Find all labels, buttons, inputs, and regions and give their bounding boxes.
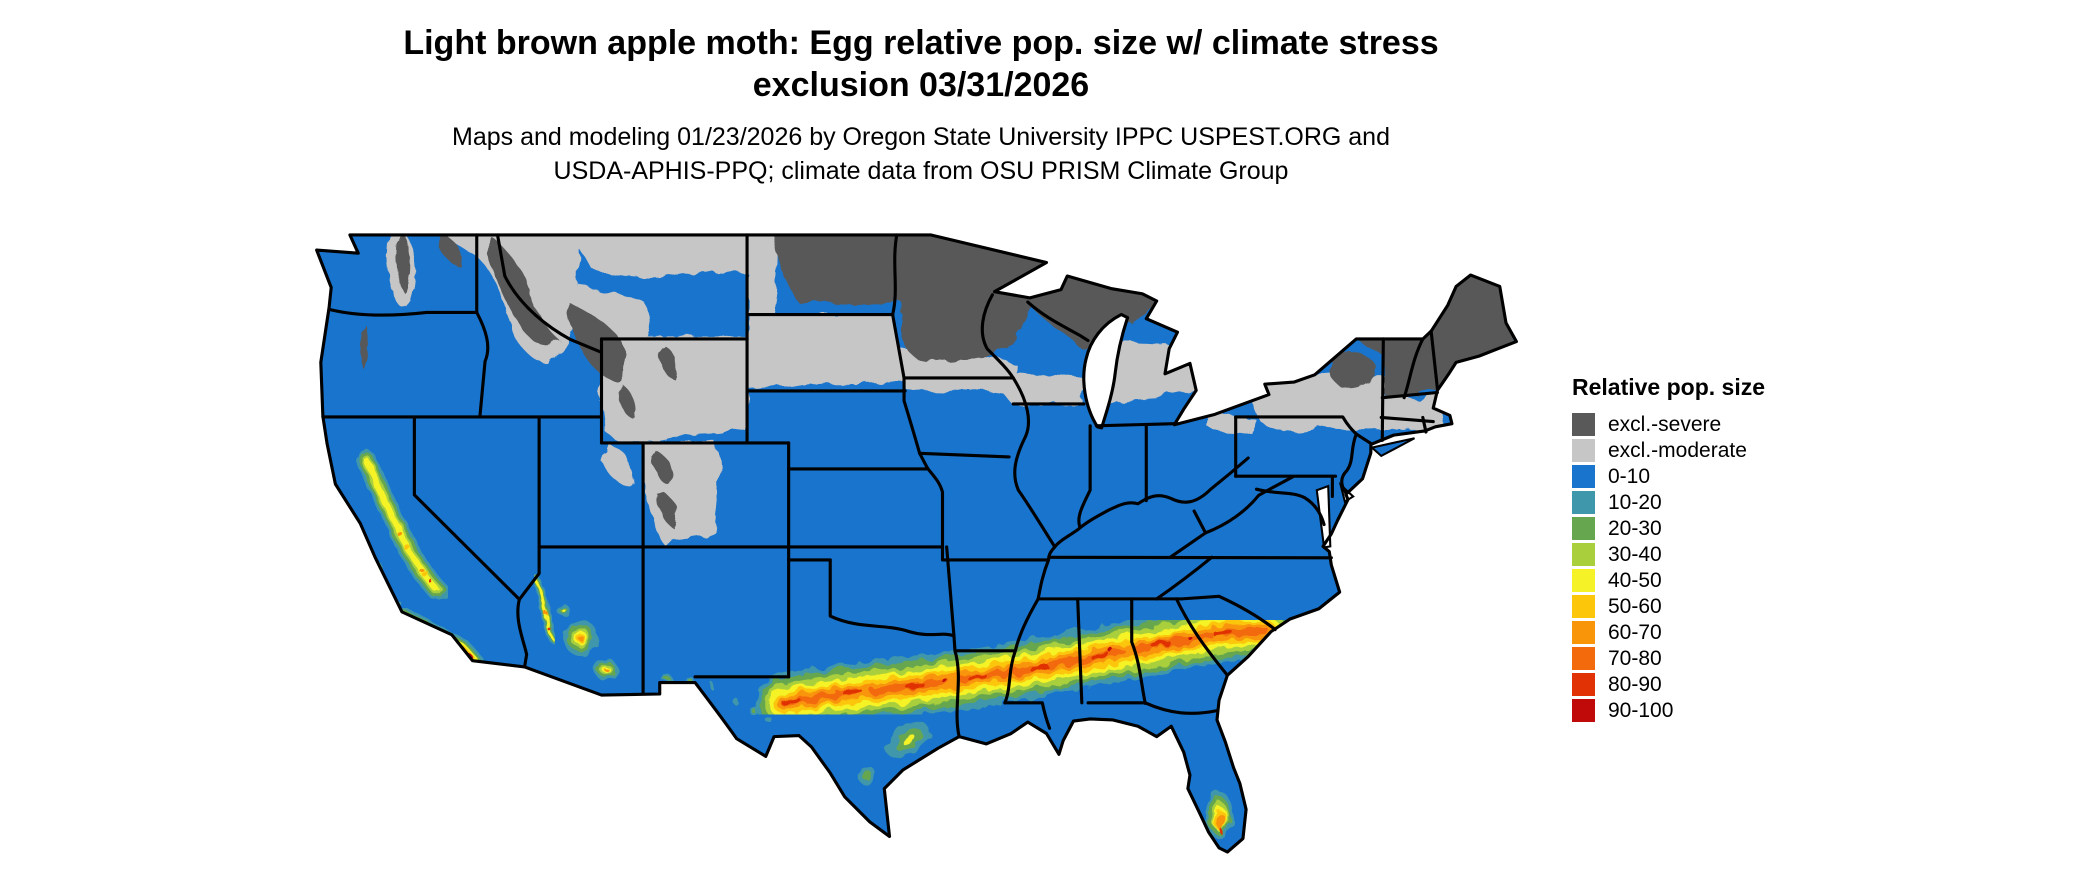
legend-swatch xyxy=(1572,465,1595,488)
legend-item-label: 90-100 xyxy=(1608,699,1674,722)
legend-title: Relative pop. size xyxy=(1572,374,1766,400)
map-title: Light brown apple moth: Egg relative pop… xyxy=(0,22,1842,106)
legend-swatch xyxy=(1572,543,1595,566)
legend-swatch xyxy=(1572,621,1595,644)
legend-item-label: 20-30 xyxy=(1608,517,1662,540)
legend-item: 0-10 xyxy=(1572,465,1765,488)
legend-item-label: 30-40 xyxy=(1608,543,1662,566)
map-title-line1: Light brown apple moth: Egg relative pop… xyxy=(403,24,1439,62)
title-block: Light brown apple moth: Egg relative pop… xyxy=(0,22,1842,188)
map-subtitle: Maps and modeling 01/23/2026 by Oregon S… xyxy=(0,120,1842,188)
legend-swatch xyxy=(1572,413,1595,436)
legend-item-label: 80-90 xyxy=(1608,673,1662,696)
map-subtitle-line1: Maps and modeling 01/23/2026 by Oregon S… xyxy=(452,123,1390,151)
south-texas-patch xyxy=(886,721,931,758)
legend-swatch xyxy=(1572,439,1595,462)
legend-item-label: 0-10 xyxy=(1608,465,1651,488)
map-subtitle-line2: USDA-APHIS-PPQ; climate data from OSU PR… xyxy=(553,157,1289,185)
us-map xyxy=(300,222,1532,872)
legend-swatch xyxy=(1572,647,1595,670)
legend-item-label: 40-50 xyxy=(1608,569,1662,592)
legend-item: 40-50 xyxy=(1572,569,1765,592)
map-title-line2: exclusion 03/31/2026 xyxy=(752,66,1090,104)
legend-item: 60-70 xyxy=(1572,621,1765,644)
legend-item-label: excl.-moderate xyxy=(1608,439,1747,462)
legend-item: 20-30 xyxy=(1572,517,1765,540)
legend-swatch xyxy=(1572,491,1595,514)
legend-item: 70-80 xyxy=(1572,647,1765,670)
legend-item: 80-90 xyxy=(1572,673,1765,696)
legend-swatch xyxy=(1572,569,1595,592)
legend-item-label: 60-70 xyxy=(1608,621,1662,644)
legend-item: 90-100 xyxy=(1572,699,1765,722)
legend-swatch xyxy=(1572,699,1595,722)
legend-item-label: 50-60 xyxy=(1608,595,1662,618)
colorado-river-hotspots xyxy=(543,610,554,634)
legend-swatch xyxy=(1572,595,1595,618)
state-borders xyxy=(321,233,1439,739)
legend-item-label: 10-20 xyxy=(1608,491,1662,514)
arizona-hotspots xyxy=(555,602,618,681)
south-texas-specks xyxy=(857,765,876,785)
legend-item: 10-20 xyxy=(1572,491,1765,514)
legend-item-label: 70-80 xyxy=(1608,647,1662,670)
florida-tip-hotspot xyxy=(1204,791,1234,838)
long-island xyxy=(1369,437,1415,458)
legend-swatch xyxy=(1572,673,1595,696)
legend: Relative pop. size excl.-severe excl.-mo… xyxy=(1572,374,1765,725)
legend-item-label: excl.-severe xyxy=(1608,413,1722,436)
legend-item: 30-40 xyxy=(1572,543,1765,566)
band-hotspots-90-100 xyxy=(942,635,1193,683)
legend-item: excl.-severe xyxy=(1572,413,1765,436)
legend-item: 50-60 xyxy=(1572,595,1765,618)
legend-item: excl.-moderate xyxy=(1572,439,1765,462)
legend-swatch xyxy=(1572,517,1595,540)
